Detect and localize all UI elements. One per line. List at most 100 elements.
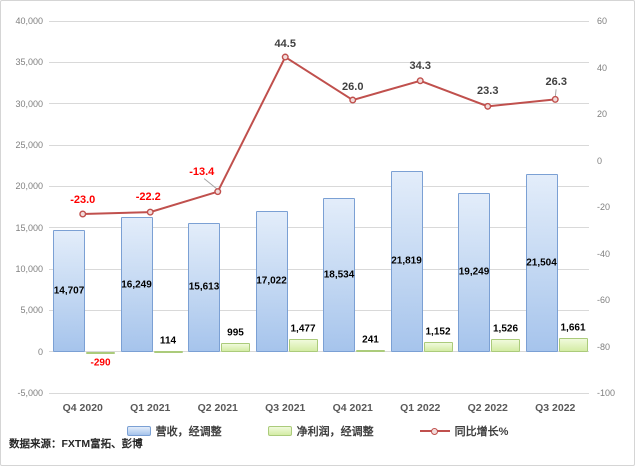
line-marker	[214, 188, 222, 196]
revenue-bar-label: 21,819	[391, 255, 422, 267]
profit-bar	[153, 350, 183, 353]
profit-bar	[288, 339, 318, 352]
gridline	[49, 351, 589, 353]
growth-line-label: 26.0	[342, 81, 364, 94]
x-axis-label: Q4 2021	[332, 402, 373, 414]
growth-line-swatch-icon	[419, 426, 450, 436]
profit-bar-label: 241	[362, 334, 379, 346]
growth-line-label: 44.5	[274, 38, 296, 51]
y-axis-right-tick-label: 0	[597, 155, 603, 166]
revenue-bar-label: 17,022	[256, 275, 287, 287]
profit-bar	[491, 339, 520, 352]
growth-line-label: 23.3	[477, 85, 499, 98]
x-axis-label: Q4 2020	[62, 402, 103, 414]
gridline	[49, 227, 589, 229]
y-axis-right-tick-label: -60	[597, 295, 611, 305]
legend-label-profit: 净利润，经调整	[296, 426, 374, 438]
x-axis-label: Q3 2022	[535, 402, 576, 414]
revenue-bar	[120, 217, 153, 352]
growth-line-label: -13.4	[189, 165, 215, 178]
line-marker	[146, 208, 154, 216]
legend-label-revenue: 营收，经调整	[155, 426, 222, 438]
legend-item-revenue: 营收，经调整	[126, 423, 222, 439]
line-marker	[79, 210, 87, 218]
profit-bar	[356, 349, 385, 352]
revenue-bar	[458, 192, 490, 352]
growth-line-label: -23.0	[70, 193, 96, 206]
gridline	[49, 61, 589, 63]
source-note: 数据来源：FXTM富拓、彭博	[9, 438, 143, 450]
profit-bar-label: 1,661	[560, 322, 586, 334]
y-axis-right-tick-label: 60	[597, 16, 608, 26]
profit-bar	[558, 337, 588, 352]
y-axis-left-tick-label: 40,000	[15, 16, 43, 26]
line-marker	[281, 53, 289, 61]
y-axis-right-tick-label: -40	[597, 248, 611, 259]
revenue-bar-label: 15,613	[188, 281, 220, 293]
line-marker	[551, 95, 559, 103]
gridline	[49, 268, 589, 270]
profit-bar-label: 1,152	[425, 326, 451, 338]
growth-line-label: 26.3	[545, 76, 567, 89]
growth-line-label: -22.2	[135, 191, 161, 204]
y-axis-left-tick-label: 0	[37, 346, 43, 357]
profit-swatch-icon	[267, 426, 292, 436]
y-axis-left-tick-label: -5,000	[17, 388, 43, 398]
y-axis-left-tick-label: 15,000	[15, 222, 43, 233]
revenue-bar	[255, 210, 288, 352]
gridline	[49, 309, 589, 311]
growth-line-label: 34.3	[409, 59, 431, 72]
legend: 营收，经调整 净利润，经调整 同比增长%	[1, 423, 634, 439]
revenue-bar-label: 14,707	[53, 285, 85, 297]
revenue-bar-label: 16,249	[121, 279, 152, 290]
y-axis-right-tick-label: -20	[597, 202, 611, 212]
legend-label-growth: 同比增长%	[454, 426, 509, 438]
y-axis-left-tick-label: 35,000	[15, 57, 43, 68]
revenue-swatch-icon	[126, 426, 151, 436]
profit-bar	[423, 342, 453, 352]
label-leader-line	[203, 178, 219, 191]
y-axis-right-tick-label: -80	[597, 341, 611, 352]
x-axis-label: Q1 2021	[130, 402, 171, 414]
y-axis-left-tick-label: 25,000	[15, 140, 43, 150]
gridline	[49, 103, 589, 105]
line-marker	[484, 102, 492, 110]
y-axis-left-tick-label: 20,000	[15, 181, 43, 192]
growth-line	[82, 55, 556, 215]
profit-bar-label: 1,477	[290, 323, 316, 335]
revenue-bar-label: 21,504	[526, 257, 557, 269]
revenue-bar	[525, 173, 558, 352]
legend-item-profit: 净利润，经调整	[267, 423, 374, 439]
revenue-bar	[188, 222, 220, 352]
line-marker	[416, 77, 424, 85]
x-axis-label: Q3 2021	[265, 402, 306, 414]
revenue-bar	[390, 171, 423, 352]
profit-bar	[86, 351, 115, 355]
profit-bar-label: -290	[90, 357, 111, 369]
gridline	[49, 144, 589, 146]
y-axis-left-tick-label: 10,000	[15, 264, 43, 274]
x-axis-label: Q1 2022	[400, 402, 441, 414]
revenue-bar	[53, 230, 85, 352]
x-axis-label: Q2 2021	[197, 402, 238, 414]
profit-bar-label: 1,526	[492, 323, 519, 335]
y-axis-right-tick-label: 20	[597, 109, 608, 119]
legend-item-growth: 同比增长%	[419, 423, 509, 439]
growth-line-chart	[79, 53, 559, 218]
gridline	[49, 185, 589, 187]
profit-bar	[221, 343, 250, 352]
revenue-bar-label: 19,249	[458, 266, 490, 278]
x-axis-label: Q2 2022	[467, 402, 508, 414]
profit-bar-label: 114	[159, 335, 177, 347]
line-marker	[349, 96, 357, 104]
gridline	[49, 392, 589, 394]
y-axis-left-tick-label: 5,000	[20, 305, 43, 316]
y-axis-left-tick-label: 30,000	[15, 98, 43, 109]
revenue-bar-label: 18,534	[323, 269, 355, 281]
profit-bar-label: 995	[227, 327, 244, 339]
y-axis-right-tick-label: -100	[597, 388, 616, 398]
gridline	[49, 20, 589, 22]
revenue-bar	[323, 198, 355, 352]
y-axis-right-tick-label: 40	[597, 62, 608, 73]
